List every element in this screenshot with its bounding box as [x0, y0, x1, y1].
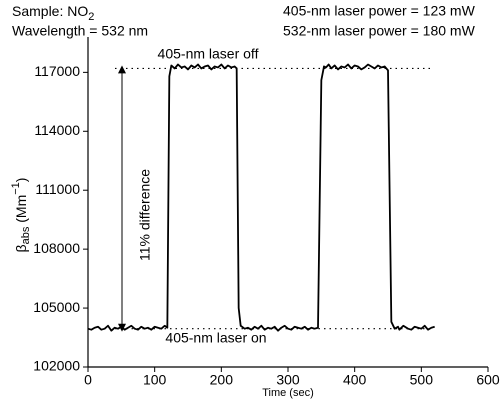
power405-label: 405-nm laser power = 123 mW: [283, 3, 476, 19]
y-tick-label: 111000: [35, 181, 80, 197]
y-tick-label: 105000: [33, 299, 80, 315]
x-tick-label: 600: [476, 372, 500, 388]
sample-subscript: 2: [88, 11, 94, 23]
data-line: [87, 63, 435, 332]
annotation-difference: 11% difference: [137, 169, 153, 261]
annotation-off: 405-nm laser off: [158, 46, 259, 62]
x-tick-label: 500: [410, 372, 434, 388]
x-axis-label: Time (sec): [262, 387, 314, 399]
power532-label: 532-nm laser power = 180 mW: [283, 23, 476, 39]
x-tick-label: 400: [343, 372, 367, 388]
y-label-unit: (Mm: [13, 195, 29, 227]
wavelength-label: Wavelength = 532 nm: [12, 23, 148, 39]
y-label-subscript: abs: [20, 226, 32, 244]
y-tick-label: 102000: [33, 358, 80, 374]
y-axis-label: βabs (Mm−1): [10, 178, 32, 253]
annotation-on: 405-nm laser on: [165, 330, 266, 346]
y-tick-label: 117000: [34, 63, 80, 79]
x-tick-label: 0: [84, 372, 92, 388]
y-tick-label: 108000: [33, 240, 80, 256]
y-label-symbol: β: [13, 244, 29, 252]
y-tick-label: 114000: [34, 122, 80, 138]
x-tick-label: 300: [276, 372, 300, 388]
y-label-close: ): [13, 178, 29, 183]
y-label-superscript: −1: [10, 182, 22, 195]
sample-text: Sample: NO: [12, 3, 88, 19]
x-tick-label: 100: [143, 372, 167, 388]
sample-label: Sample: NO2: [12, 3, 94, 23]
x-tick-label: 200: [210, 372, 234, 388]
